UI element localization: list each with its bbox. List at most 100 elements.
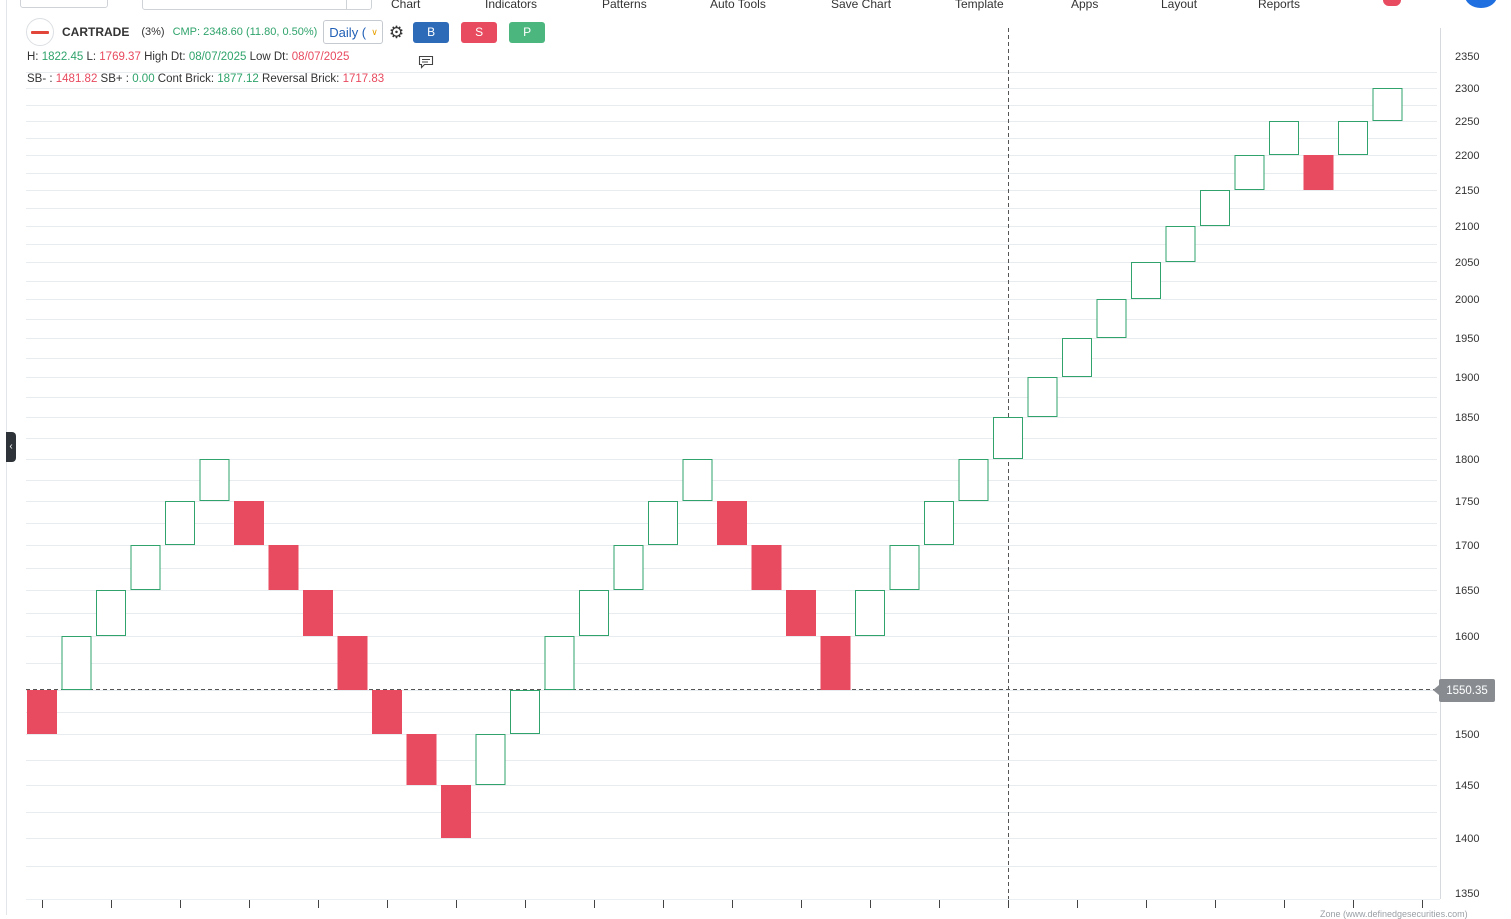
up-brick (96, 590, 126, 636)
y-tick-label: 1500 (1455, 729, 1479, 741)
y-tick-label: 1600 (1455, 631, 1479, 643)
search-divider (346, 0, 347, 9)
up-brick (199, 459, 230, 501)
down-brick (820, 636, 851, 690)
y-tick-label: 2050 (1455, 257, 1479, 269)
y-tick-label: 1750 (1455, 496, 1479, 508)
down-brick (717, 501, 747, 545)
y-tick-label: 1450 (1455, 780, 1479, 792)
up-brick (1338, 121, 1368, 155)
up-brick (889, 545, 920, 590)
change-percent: (3%) (141, 26, 165, 38)
up-brick (682, 459, 713, 501)
up-brick (1372, 88, 1403, 121)
up-brick (1165, 226, 1196, 262)
gear-icon[interactable]: ⚙ (388, 22, 405, 42)
down-brick (303, 590, 333, 636)
menu-layout[interactable]: Layout (1161, 0, 1198, 11)
sb-plus-value: 0.00 (132, 73, 155, 85)
time-axis-ticks (42, 900, 1423, 908)
up-brick (1234, 155, 1265, 190)
y-tick-label: 1400 (1455, 833, 1479, 845)
menu-reports[interactable]: Reports (1258, 0, 1301, 11)
down-brick (372, 690, 402, 734)
buy-button[interactable]: B (413, 21, 450, 43)
up-brick (1269, 121, 1299, 155)
sb-minus-value: 1481.82 (55, 73, 98, 85)
bricks (27, 88, 1403, 838)
up-brick (61, 636, 92, 690)
high-label: H: (27, 51, 39, 63)
up-brick (165, 501, 195, 545)
menu-patterns[interactable]: Patterns (602, 0, 647, 11)
cont-brick-label: Cont Brick: (157, 73, 215, 85)
y-tick-label: 2300 (1455, 83, 1479, 95)
chevron-left-icon: ‹ (9, 441, 13, 452)
down-brick (786, 590, 816, 636)
chevron-down-icon: ∨ (371, 26, 378, 37)
up-brick (1096, 299, 1127, 338)
y-tick-label: 1650 (1455, 585, 1479, 597)
collapse-panel-button[interactable]: ‹ (6, 432, 16, 462)
down-brick (27, 690, 57, 734)
y-tick-label: 1800 (1455, 454, 1479, 466)
notification-badge[interactable] (1383, 0, 1401, 6)
down-brick (406, 734, 437, 785)
menu-save-chart[interactable]: Save Chart (831, 0, 892, 11)
menu-chart[interactable]: Chart (391, 0, 421, 11)
sb-plus-label: SB+ : (100, 73, 129, 85)
down-brick (751, 545, 782, 590)
up-brick (475, 734, 506, 785)
low-value: 1769.37 (99, 51, 141, 63)
up-brick (579, 590, 609, 636)
y-tick-label: 1700 (1455, 540, 1479, 552)
symbol-name[interactable]: CARTRADE (62, 25, 130, 39)
chart-header: CARTRADE (3%) CMP: 2348.60 (11.80, 0.50%… (26, 18, 557, 46)
sell-button[interactable]: S (461, 21, 498, 43)
top-nav: Chart Indicators Patterns Auto Tools Sav… (0, 0, 1511, 14)
y-tick-label: 2250 (1455, 116, 1479, 128)
low-date-label: Low Dt: (249, 51, 289, 63)
timeframe-value: Daily ( (329, 24, 367, 40)
user-avatar[interactable] (1465, 0, 1497, 8)
high-date-label: High Dt: (144, 51, 186, 63)
up-brick (855, 590, 885, 636)
y-tick-label: 2350 (1455, 51, 1479, 63)
low-date-value: 08/07/2025 (291, 51, 350, 63)
high-value: 1822.45 (41, 51, 84, 63)
y-tick-label: 2200 (1455, 150, 1479, 162)
up-brick (924, 501, 954, 545)
reversal-brick-label: Reversal Brick: (262, 73, 340, 85)
down-brick (441, 785, 471, 838)
low-label: L: (86, 51, 97, 63)
y-tick-label: 1900 (1455, 372, 1479, 384)
up-brick (544, 636, 575, 690)
down-brick (1303, 155, 1334, 190)
menu-template[interactable]: Template (955, 0, 1004, 11)
y-tick-label: 2100 (1455, 221, 1479, 233)
y-tick-label: 2150 (1455, 185, 1479, 197)
y-tick-label: 1350 (1455, 888, 1479, 900)
search-box[interactable] (20, 0, 108, 8)
company-logo (26, 18, 54, 46)
comment-icon[interactable] (418, 55, 434, 69)
menu-indicators[interactable]: Indicators (485, 0, 538, 11)
up-brick (1062, 338, 1092, 377)
current-market-price: CMP: 2348.60 (11.80, 0.50%) (172, 26, 318, 38)
menu-apps[interactable]: Apps (1071, 0, 1099, 11)
sb-minus-label: SB- : (27, 73, 53, 85)
timeframe-select[interactable]: Daily ( ∨ (323, 20, 383, 44)
price-axis: 2350 2300 2250 2200 2150 2100 2050 2000 1950 1900… (26, 28, 1479, 900)
symbol-search-input[interactable] (142, 0, 372, 10)
down-brick (268, 545, 299, 590)
up-brick (648, 501, 678, 545)
brick-info-row: SB- : 1481.82 SB+ : 0.00 Cont Brick: 187… (27, 73, 384, 85)
up-brick (510, 690, 540, 734)
menu-auto-tools[interactable]: Auto Tools (710, 0, 766, 11)
up-brick (993, 417, 1023, 459)
down-brick (337, 636, 368, 690)
ohlc-info-row: H: 1822.45 L: 1769.37 High Dt: 08/07/202… (27, 51, 349, 63)
p-button[interactable]: P (509, 21, 546, 43)
current-price-label: 1550.35 (1433, 679, 1495, 702)
